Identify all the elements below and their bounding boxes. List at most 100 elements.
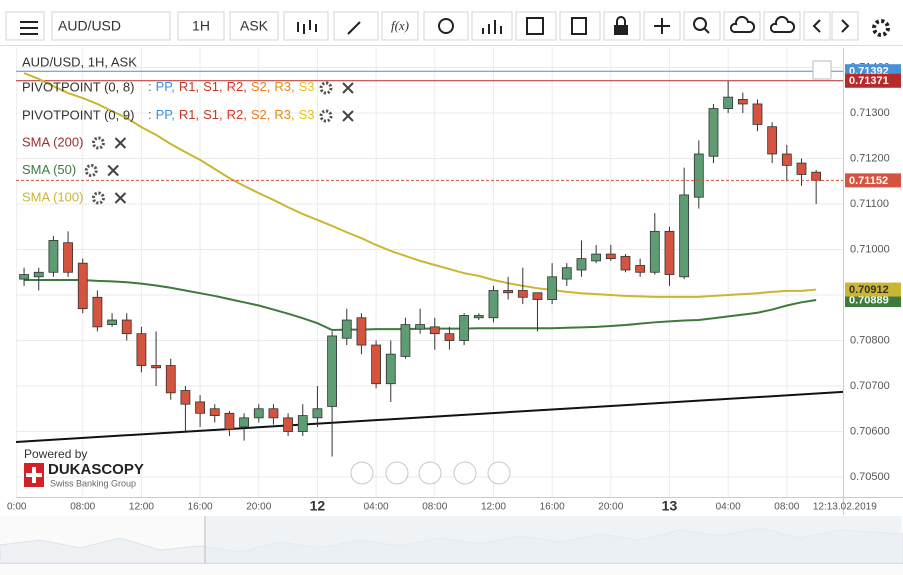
nav-button[interactable] bbox=[487, 461, 511, 485]
icon bbox=[20, 21, 38, 35]
candle-body bbox=[488, 290, 499, 319]
sma-line bbox=[23, 72, 817, 298]
x-tick-label: 04:00 bbox=[364, 502, 389, 513]
pivot-level: R3, bbox=[274, 79, 294, 94]
price-badge-label: 0.71371 bbox=[849, 75, 889, 87]
icon bbox=[812, 19, 821, 33]
icon bbox=[729, 15, 756, 33]
candle-body bbox=[503, 290, 514, 294]
pivot-level: R1, bbox=[179, 107, 199, 122]
close-icon[interactable] bbox=[342, 110, 354, 122]
icon bbox=[526, 17, 544, 35]
price-badge bbox=[845, 282, 901, 297]
icon bbox=[841, 19, 850, 33]
candle-body bbox=[385, 353, 396, 385]
pivot-name: PIVOTPOINT (0, 9) bbox=[22, 107, 134, 122]
candle-body bbox=[312, 408, 323, 419]
candle-body bbox=[620, 255, 631, 271]
close-icon[interactable] bbox=[114, 192, 127, 204]
candle-body bbox=[664, 230, 675, 275]
gear-icon[interactable] bbox=[91, 191, 105, 205]
x-tick-label: 20:00 bbox=[598, 502, 623, 513]
button[interactable] bbox=[5, 11, 45, 41]
chart-nav bbox=[350, 461, 511, 485]
pivot-level: R3, bbox=[274, 107, 294, 122]
x-tick-label: 0:00 bbox=[7, 502, 27, 513]
candle-body bbox=[121, 319, 132, 335]
button[interactable] bbox=[515, 11, 557, 41]
navigator-window[interactable] bbox=[205, 516, 901, 563]
menu-button[interactable] bbox=[5, 11, 45, 41]
close-icon[interactable] bbox=[342, 82, 354, 94]
branding: Powered by DUKASCOPY Swiss Banking Group bbox=[24, 447, 144, 488]
brand-name: DUKASCOPY bbox=[48, 461, 144, 478]
button[interactable] bbox=[683, 11, 721, 41]
x-tick-label: 12 bbox=[310, 498, 326, 514]
trendline bbox=[16, 390, 843, 443]
pivot-levels: : PP, R1, S1, R2, S2, R3, S3 bbox=[148, 107, 315, 122]
button[interactable] bbox=[559, 11, 601, 41]
gear-icon[interactable] bbox=[319, 81, 333, 95]
close-icon[interactable] bbox=[114, 137, 127, 149]
y-tick-label: 0.71300 bbox=[850, 107, 890, 119]
gear-icon[interactable] bbox=[319, 109, 333, 123]
x-tick-label: 16:00 bbox=[188, 502, 213, 513]
button[interactable] bbox=[423, 11, 469, 41]
close-icon[interactable] bbox=[107, 164, 119, 177]
pivot-level: S2, bbox=[251, 107, 271, 122]
nav-button[interactable] bbox=[453, 461, 477, 485]
candle-body bbox=[444, 333, 455, 341]
chart-title: AUD/USD, 1H, ASK bbox=[22, 54, 137, 69]
symbol: AUD/USD bbox=[58, 18, 121, 34]
symbol-input[interactable] bbox=[51, 11, 171, 41]
button[interactable] bbox=[381, 11, 419, 41]
gear-icon[interactable] bbox=[91, 136, 105, 150]
candle-body bbox=[180, 390, 191, 405]
pivot-levels: : PP, R1, S1, R2, S2, R3, S3 bbox=[148, 79, 315, 94]
nav-button[interactable] bbox=[350, 461, 374, 485]
y-tick-label: 0.70600 bbox=[850, 425, 890, 437]
button[interactable] bbox=[803, 11, 831, 41]
function-label: f(x) bbox=[391, 18, 409, 33]
icon bbox=[571, 17, 587, 35]
side-button[interactable] bbox=[229, 11, 279, 41]
tool-buttons: f(x) bbox=[283, 11, 890, 41]
settings-icon[interactable] bbox=[872, 19, 890, 37]
candle-body bbox=[195, 401, 205, 414]
x-tick-label: 12:00 bbox=[481, 502, 506, 513]
icon bbox=[438, 18, 454, 34]
candle-body bbox=[297, 415, 308, 432]
button[interactable] bbox=[471, 11, 513, 41]
pivot-level: R1, bbox=[179, 79, 199, 94]
pivot-level: R2, bbox=[227, 107, 247, 122]
gear-icon[interactable] bbox=[84, 164, 98, 177]
button[interactable] bbox=[283, 11, 329, 41]
icon bbox=[482, 20, 502, 34]
indicator-name: SMA (100) bbox=[22, 189, 83, 204]
icon bbox=[703, 27, 710, 34]
candle-body bbox=[679, 194, 690, 278]
pivot-level: : bbox=[148, 79, 152, 94]
button[interactable] bbox=[831, 11, 859, 41]
plot-area bbox=[16, 48, 843, 497]
period-button[interactable] bbox=[177, 11, 225, 41]
x-tick-label: 20:00 bbox=[246, 502, 271, 513]
nav-button[interactable] bbox=[418, 461, 442, 485]
candle-body bbox=[136, 333, 147, 366]
candle-body bbox=[107, 319, 117, 325]
candle-body bbox=[415, 324, 426, 330]
nav-button[interactable] bbox=[385, 461, 409, 485]
candle-body bbox=[63, 242, 73, 273]
candle-body bbox=[547, 276, 558, 300]
x-tick-label: 08:00 bbox=[422, 502, 447, 513]
popout-button[interactable] bbox=[812, 60, 832, 80]
pivot-name: PIVOTPOINT (0, 8) bbox=[22, 79, 134, 94]
side: ASK bbox=[240, 18, 269, 34]
icon bbox=[616, 16, 626, 25]
icon bbox=[297, 20, 317, 34]
candle-body bbox=[356, 317, 367, 346]
candle-body bbox=[283, 417, 293, 432]
icon bbox=[347, 21, 361, 35]
candle-body bbox=[400, 324, 411, 357]
candle-body bbox=[77, 262, 88, 310]
